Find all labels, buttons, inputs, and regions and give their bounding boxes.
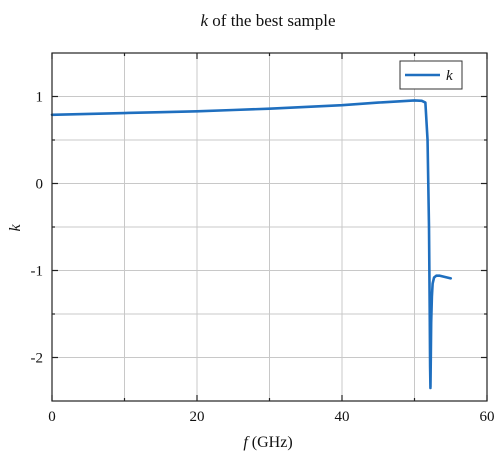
x-tick-labels: 0 20 40 60 [48, 409, 494, 425]
chart-title-var: k [200, 11, 208, 30]
x-tick-label: 60 [480, 409, 495, 425]
chart-title-rest: of the best sample [208, 11, 335, 30]
y-axis-label: k [7, 224, 24, 232]
x-tick-label: 20 [190, 409, 205, 425]
y-tick-label: -1 [31, 264, 44, 280]
x-axis-label: f (GHz) [243, 434, 292, 451]
x-tick-label: 0 [48, 409, 56, 425]
x-axis-label-rest: (GHz) [248, 434, 293, 451]
axis-ticks [51, 53, 488, 401]
grid-lines [52, 53, 487, 401]
y-tick-label: 1 [36, 90, 44, 106]
series-line-k [50, 99, 453, 390]
legend: k [399, 60, 463, 90]
y-tick-labels: 1 0 -1 -2 [31, 90, 44, 367]
y-tick-label: 0 [36, 177, 44, 193]
x-axis-label-var: f [243, 434, 250, 451]
legend-label: k [446, 68, 453, 84]
series-layer [50, 99, 453, 390]
y-tick-label: -2 [31, 351, 44, 367]
chart-title: k of the best sample [200, 11, 335, 30]
x-tick-label: 40 [335, 409, 350, 425]
